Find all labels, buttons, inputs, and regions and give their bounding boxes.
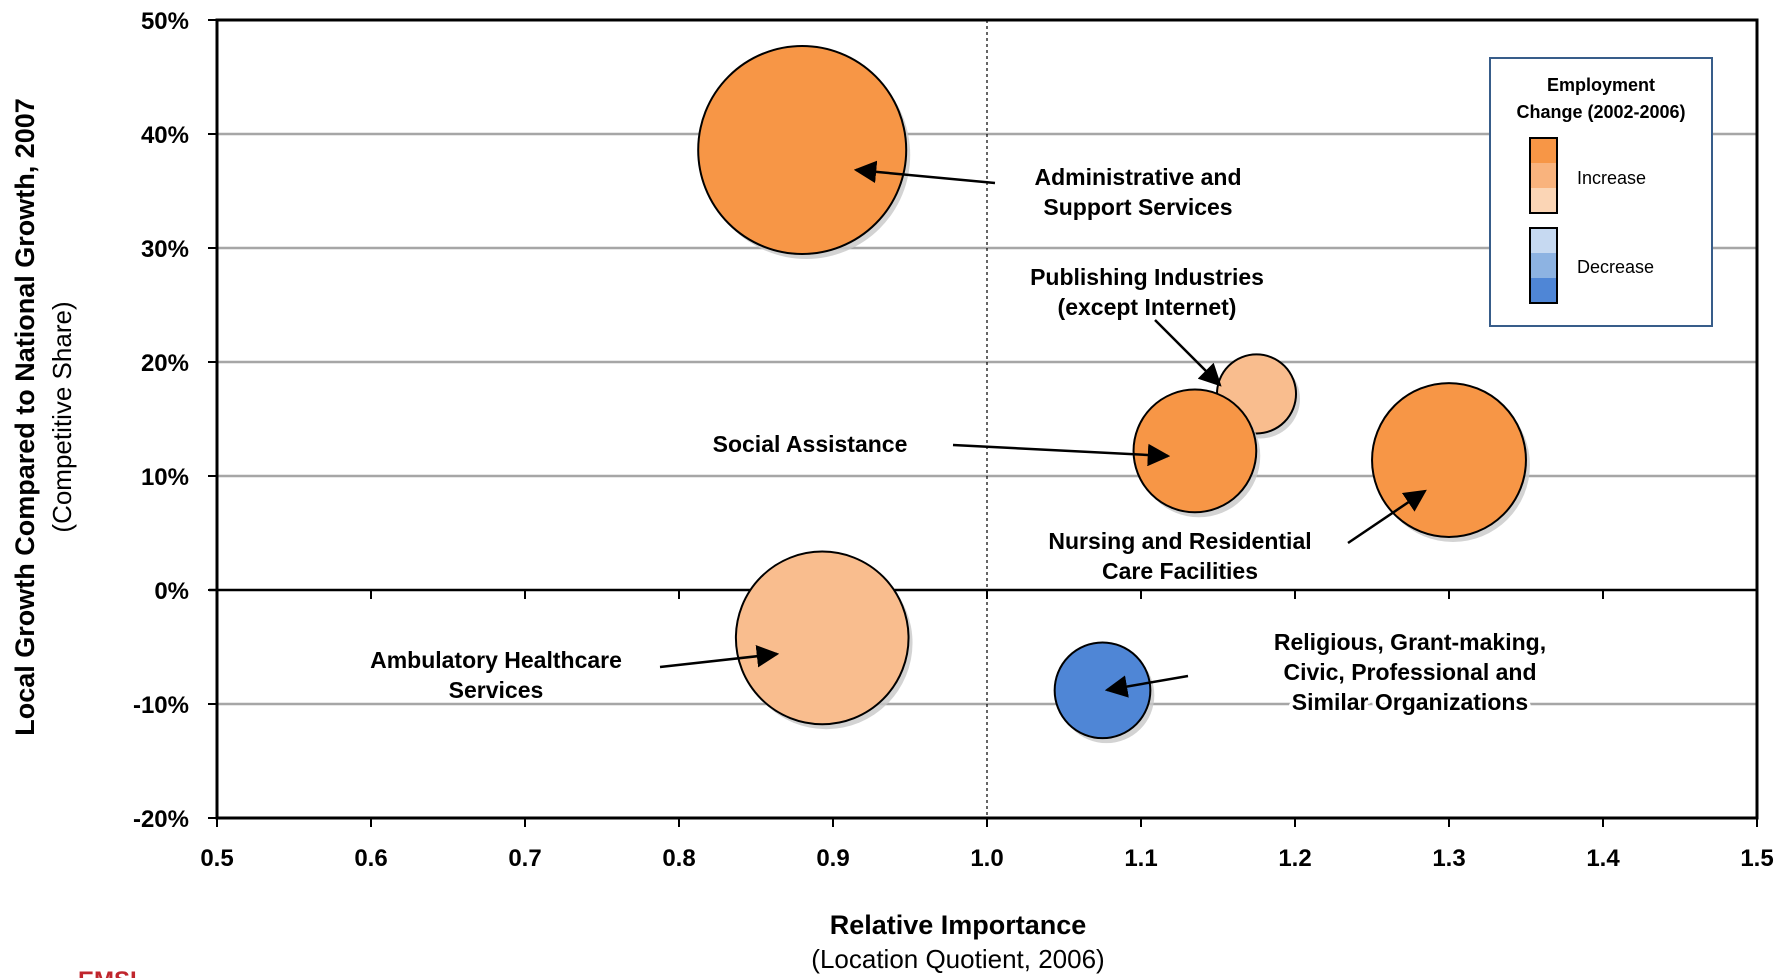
x-tick-label: 0.7 — [508, 845, 541, 872]
y-tick-label: 0% — [154, 578, 189, 605]
x-tick-label: 1.4 — [1586, 845, 1620, 872]
annotation-label: Publishing Industries — [1030, 264, 1264, 290]
annotation-label: Services — [449, 677, 544, 703]
annotation-label: Administrative and — [1034, 164, 1241, 190]
y-tick-label: -20% — [133, 806, 189, 833]
y-tick-label: -10% — [133, 692, 189, 719]
annotation-arrow — [853, 160, 996, 185]
legend-title-line-2: Change (2002-2006) — [1516, 102, 1685, 122]
legend-swatch-increase-light — [1530, 188, 1557, 213]
annotation-arrow — [659, 645, 780, 669]
annotation-label: (except Internet) — [1058, 294, 1237, 320]
annotation-label: Social Assistance — [713, 431, 908, 457]
annotation-label: Religious, Grant-making, — [1274, 629, 1546, 655]
y-axis-ticks: 50% 40% 30% 20% 10% 0% -10% -20% — [133, 8, 217, 833]
annotation-label: Nursing and Residential — [1048, 528, 1311, 554]
annotation-label: Civic, Professional and — [1283, 659, 1536, 685]
annotation-arrows — [659, 160, 1427, 698]
legend-swatch-increase-medium — [1530, 163, 1557, 188]
legend-box — [1489, 57, 1713, 327]
x-tick-label: 1.1 — [1124, 845, 1157, 872]
y-tick-label: 50% — [141, 8, 189, 35]
bubble-point — [697, 44, 908, 255]
legend: Employment Change (2002-2006) Increase D… — [1489, 57, 1713, 327]
x-tick-label: 0.9 — [816, 845, 849, 872]
y-axis-title: Local Growth Compared to National Growth… — [10, 98, 40, 736]
x-axis-subtitle: (Location Quotient, 2006) — [811, 944, 1104, 974]
x-tick-label: 1.2 — [1278, 845, 1311, 872]
x-tick-label: 1.3 — [1432, 845, 1465, 872]
bubble-point — [1053, 641, 1152, 740]
annotation-arrow — [1347, 489, 1427, 545]
legend-label-decrease: Decrease — [1577, 257, 1654, 277]
x-tick-label: 1.5 — [1740, 845, 1773, 872]
annotation-arrow — [1104, 674, 1189, 698]
annotation-label: Support Services — [1043, 194, 1232, 220]
x-axis-ticks: 0.5 0.6 0.7 0.8 0.9 1.0 1.1 1.2 1.3 1.4 1.5 — [200, 818, 1774, 872]
zero-axis — [209, 588, 1757, 599]
legend-increase-frame — [1529, 137, 1558, 214]
legend-title-line-1: Employment — [1547, 75, 1655, 95]
bubble-point — [1371, 382, 1527, 539]
x-tick-label: 0.6 — [354, 845, 387, 872]
legend-swatch-decrease-light — [1530, 228, 1557, 253]
legend-swatch-decrease-medium — [1530, 253, 1557, 278]
y-tick-label: 20% — [141, 350, 189, 377]
x-tick-label: 1.0 — [970, 845, 1003, 872]
annotation-label: Similar Organizations — [1292, 689, 1528, 715]
x-axis-title: Relative Importance — [830, 910, 1087, 940]
bubble-point — [1132, 388, 1258, 514]
annotation-label: Care Facilities — [1102, 558, 1258, 584]
annotation-labels: Administrative and Support Services Publis… — [370, 164, 1550, 719]
emsi-logo: EMSI — [78, 967, 137, 978]
legend-swatch-decrease-strong — [1530, 278, 1557, 303]
annotation-arrow — [1154, 319, 1222, 387]
y-tick-label: 30% — [141, 236, 189, 263]
annotation-label: Ambulatory Healthcare — [370, 647, 622, 673]
legend-decrease-frame — [1529, 227, 1558, 304]
y-axis-subtitle: (Competitive Share) — [47, 301, 77, 532]
y-tick-label: 40% — [141, 122, 189, 149]
bubble-series — [697, 44, 1530, 744]
bubble-point — [734, 550, 910, 726]
annotation-arrow — [952, 443, 1171, 467]
legend-label-increase: Increase — [1577, 168, 1646, 188]
x-tick-label: 0.5 — [200, 845, 233, 872]
y-tick-label: 10% — [141, 464, 189, 491]
x-tick-label: 0.8 — [662, 845, 695, 872]
legend-swatch-increase-strong — [1530, 138, 1557, 163]
